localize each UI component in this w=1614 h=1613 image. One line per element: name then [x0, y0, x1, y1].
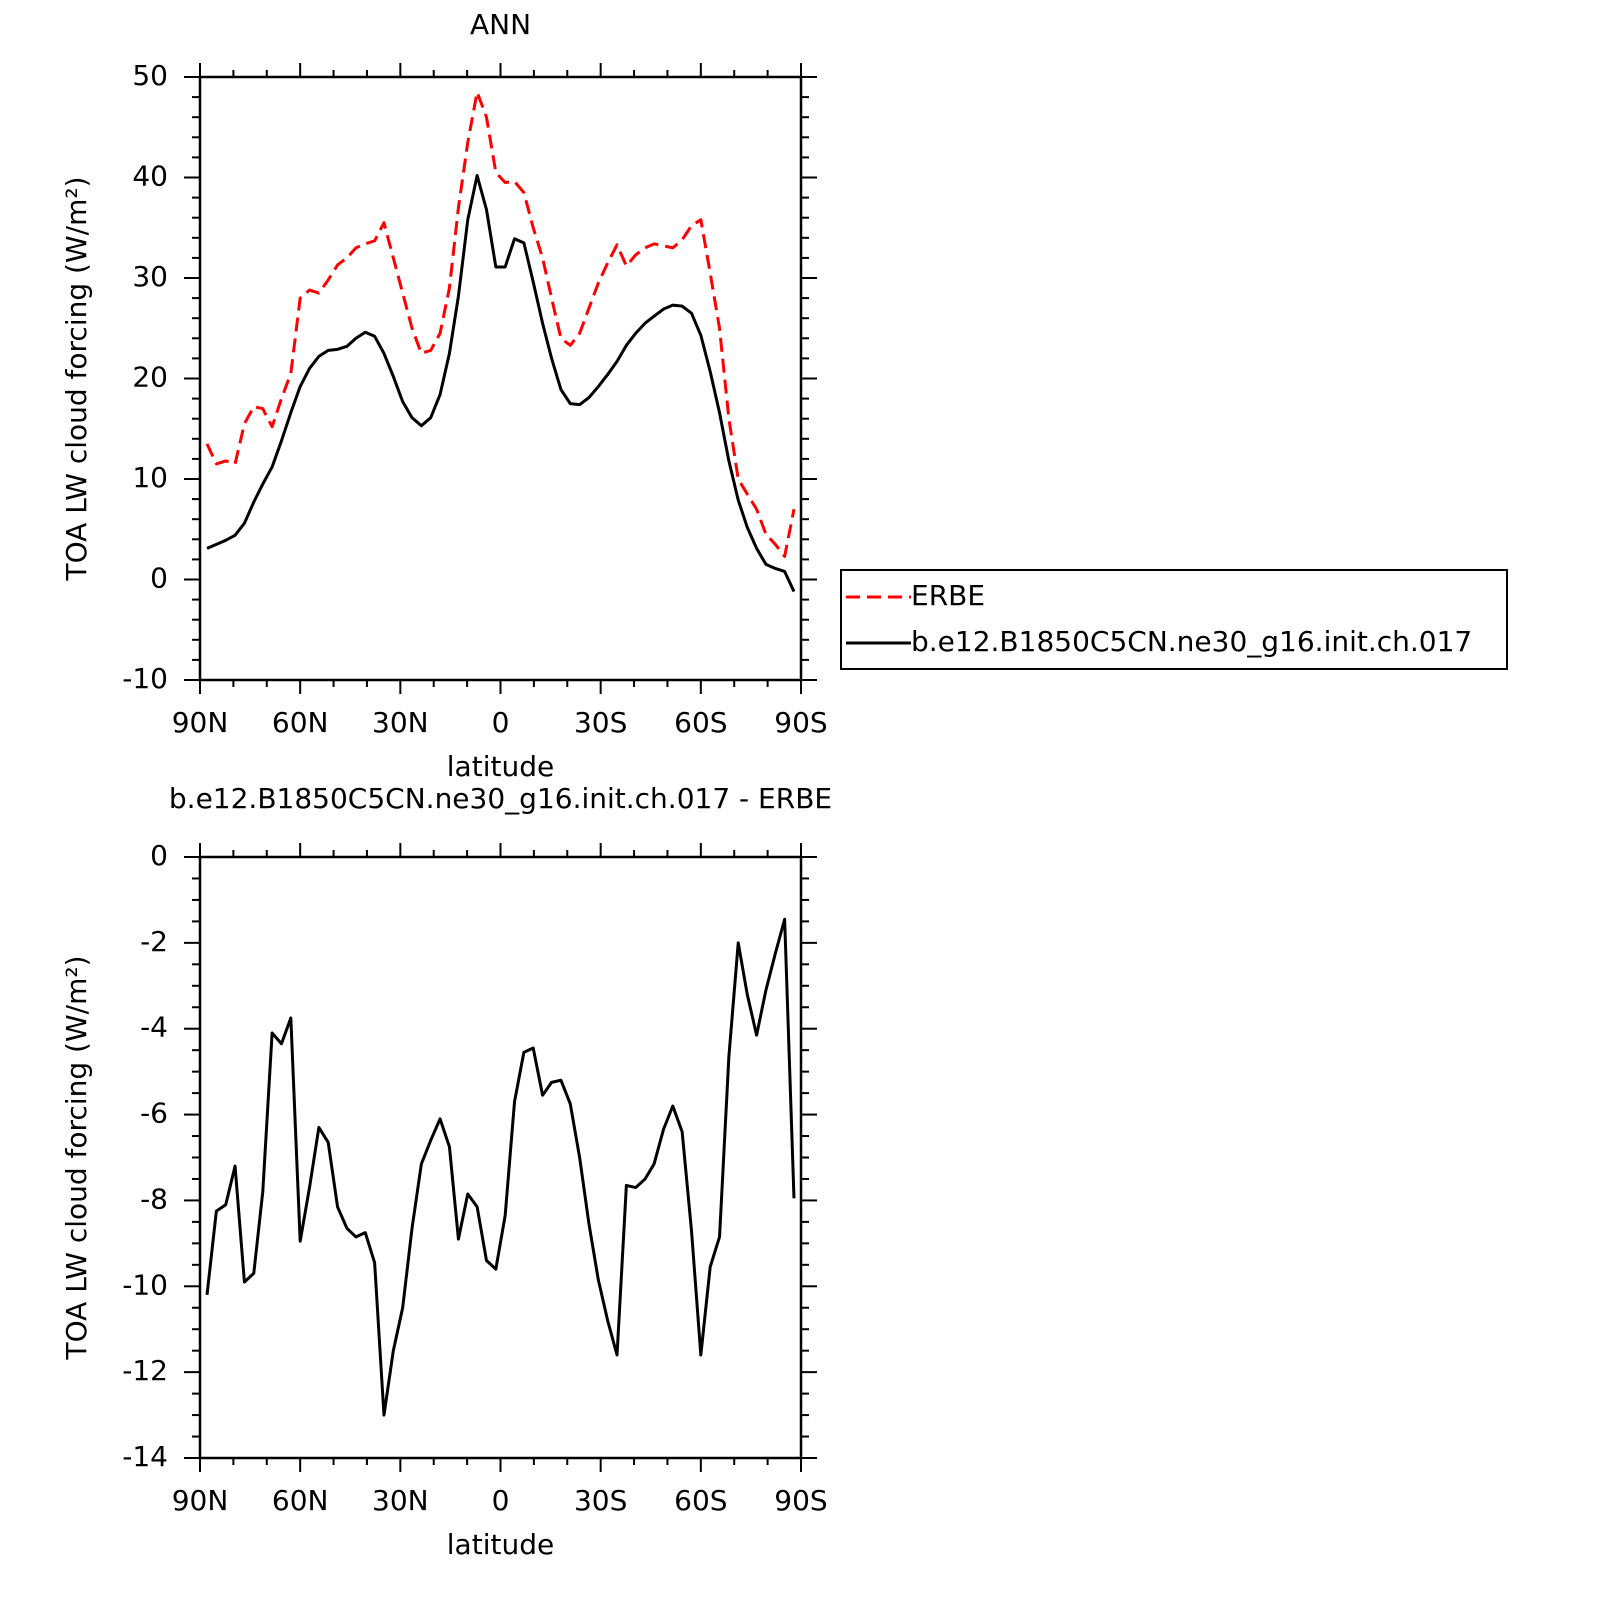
y-tick-label: 50 [132, 59, 168, 92]
x-tick-label: 60N [272, 706, 329, 739]
legend-box [840, 569, 1508, 670]
y-tick-label: -6 [140, 1097, 168, 1130]
y-axis-label: TOA LW cloud forcing (W/m²) [60, 177, 93, 582]
y-tick-label: 30 [132, 260, 168, 293]
data-line [205, 917, 796, 1417]
y-tick-label: -12 [122, 1354, 168, 1387]
data-line [206, 173, 796, 593]
y-tick-label: 0 [150, 839, 168, 872]
y-tick-label: 0 [150, 562, 168, 595]
chart-title: ANN [470, 8, 531, 41]
chart-title: b.e12.B1850C5CN.ne30_g16.init.ch.017 - E… [169, 782, 832, 815]
x-axis-label: latitude [447, 1528, 554, 1561]
y-tick-label: -2 [140, 925, 168, 958]
x-tick-label: 90N [172, 1484, 229, 1517]
x-tick-label: 0 [492, 706, 510, 739]
x-axis-label: latitude [447, 750, 554, 783]
y-tick-label: 40 [132, 160, 168, 193]
x-tick-label: 60S [674, 1484, 727, 1517]
y-tick-label: -10 [122, 1268, 168, 1301]
x-tick-label: 90S [774, 706, 827, 739]
x-tick-label: 60S [674, 706, 727, 739]
x-tick-label: 60N [272, 1484, 329, 1517]
x-tick-label: 30N [372, 1484, 429, 1517]
x-tick-label: 90S [774, 1484, 827, 1517]
plot-frame [198, 855, 803, 1460]
y-tick-label: -4 [140, 1011, 168, 1044]
data-line [205, 90, 796, 558]
x-tick-label: 90N [172, 706, 229, 739]
legend-label: ERBE [911, 579, 985, 612]
x-tick-label: 30S [574, 706, 627, 739]
y-tick-label: 20 [132, 361, 168, 394]
x-tick-label: 0 [492, 1484, 510, 1517]
y-tick-label: -14 [122, 1440, 168, 1473]
legend-label: b.e12.B1850C5CN.ne30_g16.init.ch.017 [911, 625, 1472, 658]
x-tick-label: 30S [574, 1484, 627, 1517]
x-tick-label: 30N [372, 706, 429, 739]
y-tick-label: 10 [132, 461, 168, 494]
y-axis-label: TOA LW cloud forcing (W/m²) [60, 956, 93, 1361]
y-tick-label: -8 [140, 1182, 168, 1215]
y-tick-label: -10 [122, 662, 168, 695]
